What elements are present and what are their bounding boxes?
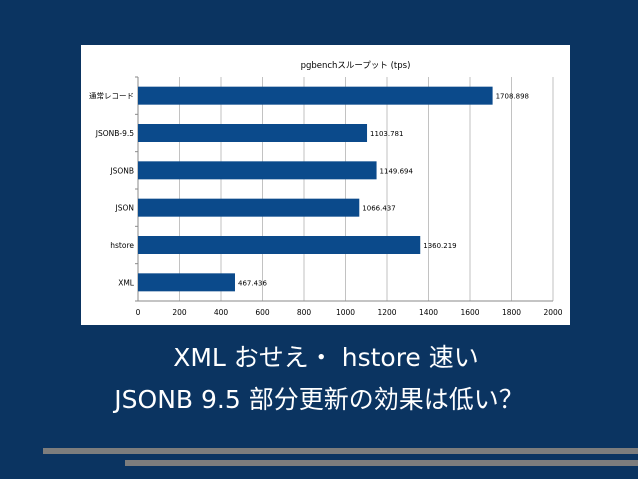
bar-4 <box>138 236 421 254</box>
bar-2 <box>138 161 377 180</box>
data-label: 467.436 <box>238 279 267 287</box>
x-tick-label: 2000 <box>543 308 562 317</box>
y-tick-label: JSON <box>115 204 135 213</box>
decorative-bar-top <box>43 448 638 454</box>
x-tick-label: 0 <box>136 308 141 317</box>
data-label: 1360.219 <box>423 242 456 250</box>
y-tick-label: 通常レコード <box>89 91 134 101</box>
bar-0 <box>138 86 493 105</box>
chart-panel: pgbenchスループット (tps) 0 200 400 600 800 1000 1200… <box>81 45 570 325</box>
x-tick-label: 200 <box>172 308 187 317</box>
x-tick-label: 1000 <box>336 308 355 317</box>
data-label: 1149.694 <box>380 167 414 175</box>
caption-line-1: XML おせえ・ hstore 速い <box>173 343 479 372</box>
x-tick-label: 1400 <box>419 308 438 317</box>
decorative-bar-bottom <box>125 460 638 466</box>
y-tick-label: JSONB <box>109 166 134 175</box>
y-tick-label: JSONB-9.5 <box>95 129 134 138</box>
bar-chart: pgbenchスループット (tps) 0 200 400 600 800 1000 1200… <box>89 61 563 317</box>
x-tick-label: 400 <box>214 308 229 317</box>
x-tick-label: 1200 <box>377 308 396 317</box>
caption-line-2: JSONB 9.5 部分更新の効果は低い？ <box>114 385 524 414</box>
data-label: 1103.781 <box>370 130 403 138</box>
x-tick-label: 1600 <box>460 308 479 317</box>
bar-5 <box>138 273 235 292</box>
y-tick-label: hstore <box>110 241 134 250</box>
y-tick-label: XML <box>118 278 135 287</box>
x-tick-label: 800 <box>297 308 312 317</box>
data-label: 1708.898 <box>496 93 529 101</box>
x-tick-label: 600 <box>255 308 270 317</box>
bar-3 <box>138 198 360 217</box>
data-label: 1066.437 <box>362 205 395 213</box>
x-tick-label: 1800 <box>502 308 521 317</box>
chart-title: pgbenchスループット (tps) <box>301 61 411 71</box>
bar-1 <box>138 124 368 142</box>
